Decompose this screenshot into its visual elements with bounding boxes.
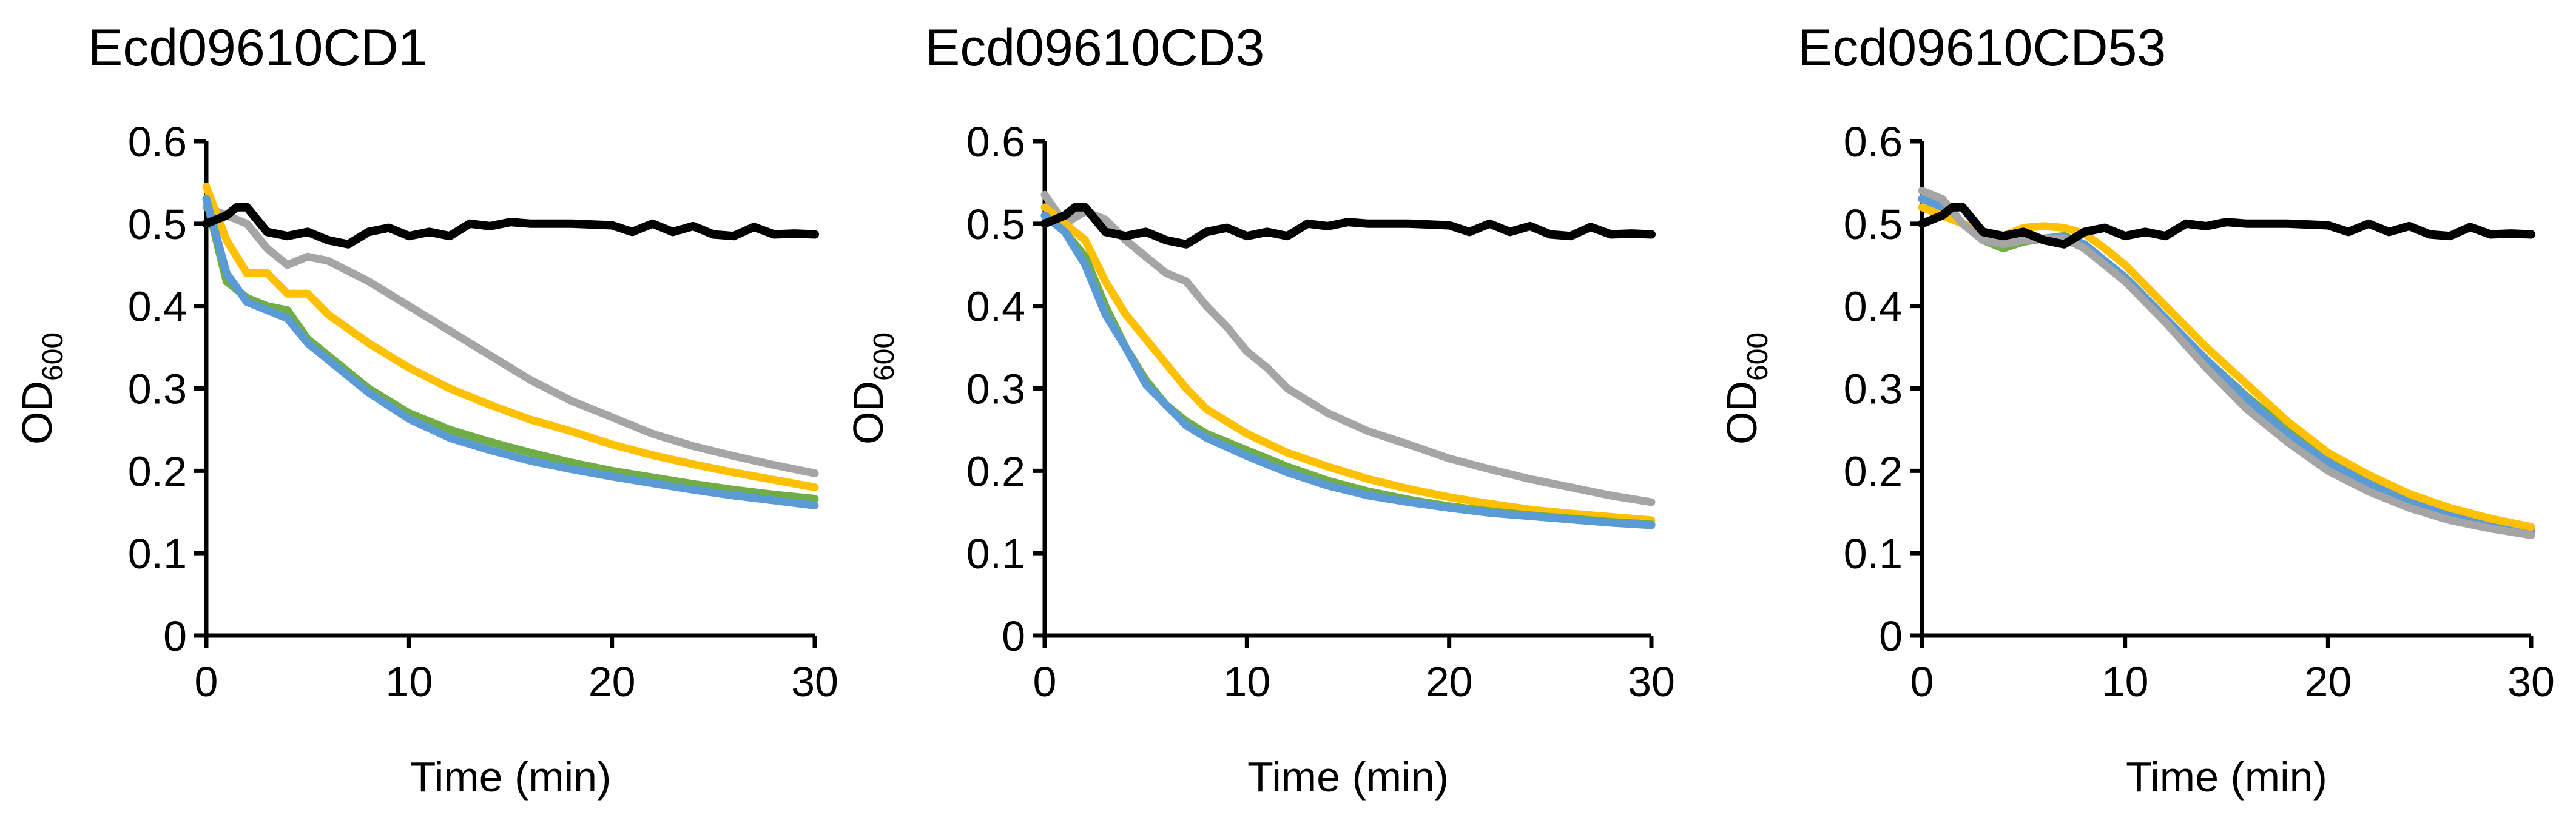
chart-title: Ecd09610CD3 [925, 19, 1264, 77]
y-tick-label: 0.1 [128, 530, 187, 577]
series-line-blue [202, 195, 819, 509]
x-tick-label: 10 [1223, 658, 1270, 705]
y-tick-label: 0.4 [1844, 283, 1903, 331]
x-axis-label: Time (min) [410, 753, 612, 801]
x-tick-label: 20 [2304, 658, 2352, 705]
y-axis-label-subscript: 600 [1742, 332, 1774, 381]
x-axis-label: Time (min) [1247, 753, 1449, 801]
y-tick-label: 0.5 [128, 201, 187, 248]
y-tick-label: 0.1 [1844, 530, 1903, 577]
y-tick-label: 0.5 [1844, 201, 1903, 248]
y-tick-label: 0.1 [966, 530, 1025, 577]
y-tick-label: 0.5 [966, 201, 1025, 248]
y-tick-label: 0.6 [1844, 118, 1903, 166]
y-axis-label-main: OD [1718, 381, 1765, 445]
chart-title: Ecd09610CD1 [88, 19, 427, 77]
series-line-black [1040, 203, 1656, 249]
y-tick-label: 0 [1002, 613, 1025, 660]
y-axis-label: OD600 [845, 332, 900, 445]
series-line-yellow [202, 183, 819, 491]
chart-panel-1: Ecd09610CD1 0 0.1 0.2 0.3 0.4 0.5 0.6 0 10 20 30 Tim… [13, 19, 838, 801]
y-tick-label: 0.3 [1844, 366, 1903, 413]
y-tick-label: 0.2 [128, 448, 187, 495]
y-axis-label: OD600 [1718, 332, 1774, 445]
y-tick-label: 0.6 [966, 118, 1025, 166]
x-tick-label: 20 [1426, 658, 1473, 705]
y-axis-label-subscript: 600 [37, 332, 69, 381]
series-line-black [1918, 203, 2535, 249]
y-tick-label: 0 [163, 613, 187, 660]
x-tick-label: 0 [195, 658, 218, 705]
y-tick-label: 0.4 [128, 283, 187, 331]
y-axis-label-main: OD [845, 381, 892, 445]
series-line-gray [1040, 190, 1656, 506]
x-tick-label: 0 [1910, 658, 1934, 705]
y-tick-label: 0.2 [966, 448, 1025, 495]
y-tick-label: 0.6 [128, 118, 187, 166]
x-tick-label: 10 [385, 658, 433, 705]
series-line-gray [1918, 187, 2535, 539]
x-tick-label: 30 [791, 658, 838, 705]
series-line-yellow [1040, 203, 1656, 525]
series-line-blue [1040, 211, 1656, 529]
x-tick-label: 20 [588, 658, 636, 705]
series-line-black [202, 203, 819, 249]
chart-title: Ecd09610CD53 [1798, 19, 2166, 77]
y-axis-label: OD600 [13, 332, 69, 445]
chart-panel-2: Ecd09610CD3 0 0.1 0.2 0.3 0.4 0.5 0.6 0 10 20 30 Tim… [845, 19, 1675, 801]
y-tick-label: 0.3 [128, 366, 187, 413]
y-tick-label: 0.3 [966, 366, 1025, 413]
x-tick-label: 10 [2102, 658, 2149, 705]
y-axis-label-main: OD [13, 381, 61, 445]
chart-panel-3: Ecd09610CD53 0 0.1 0.2 0.3 0.4 0.5 0.6 0 10 20 30 Ti… [1718, 19, 2555, 801]
x-tick-label: 0 [1033, 658, 1057, 705]
y-tick-label: 0.4 [966, 283, 1025, 331]
series-line-yellow [1918, 203, 2535, 531]
y-tick-label: 0.2 [1844, 448, 1903, 495]
x-tick-label: 30 [2507, 658, 2555, 705]
y-axis-label-subscript: 600 [868, 332, 900, 381]
x-tick-label: 30 [1628, 658, 1675, 705]
series-line-gray [202, 203, 819, 477]
y-tick-label: 0 [1879, 613, 1903, 660]
x-axis-label: Time (min) [2126, 753, 2327, 801]
